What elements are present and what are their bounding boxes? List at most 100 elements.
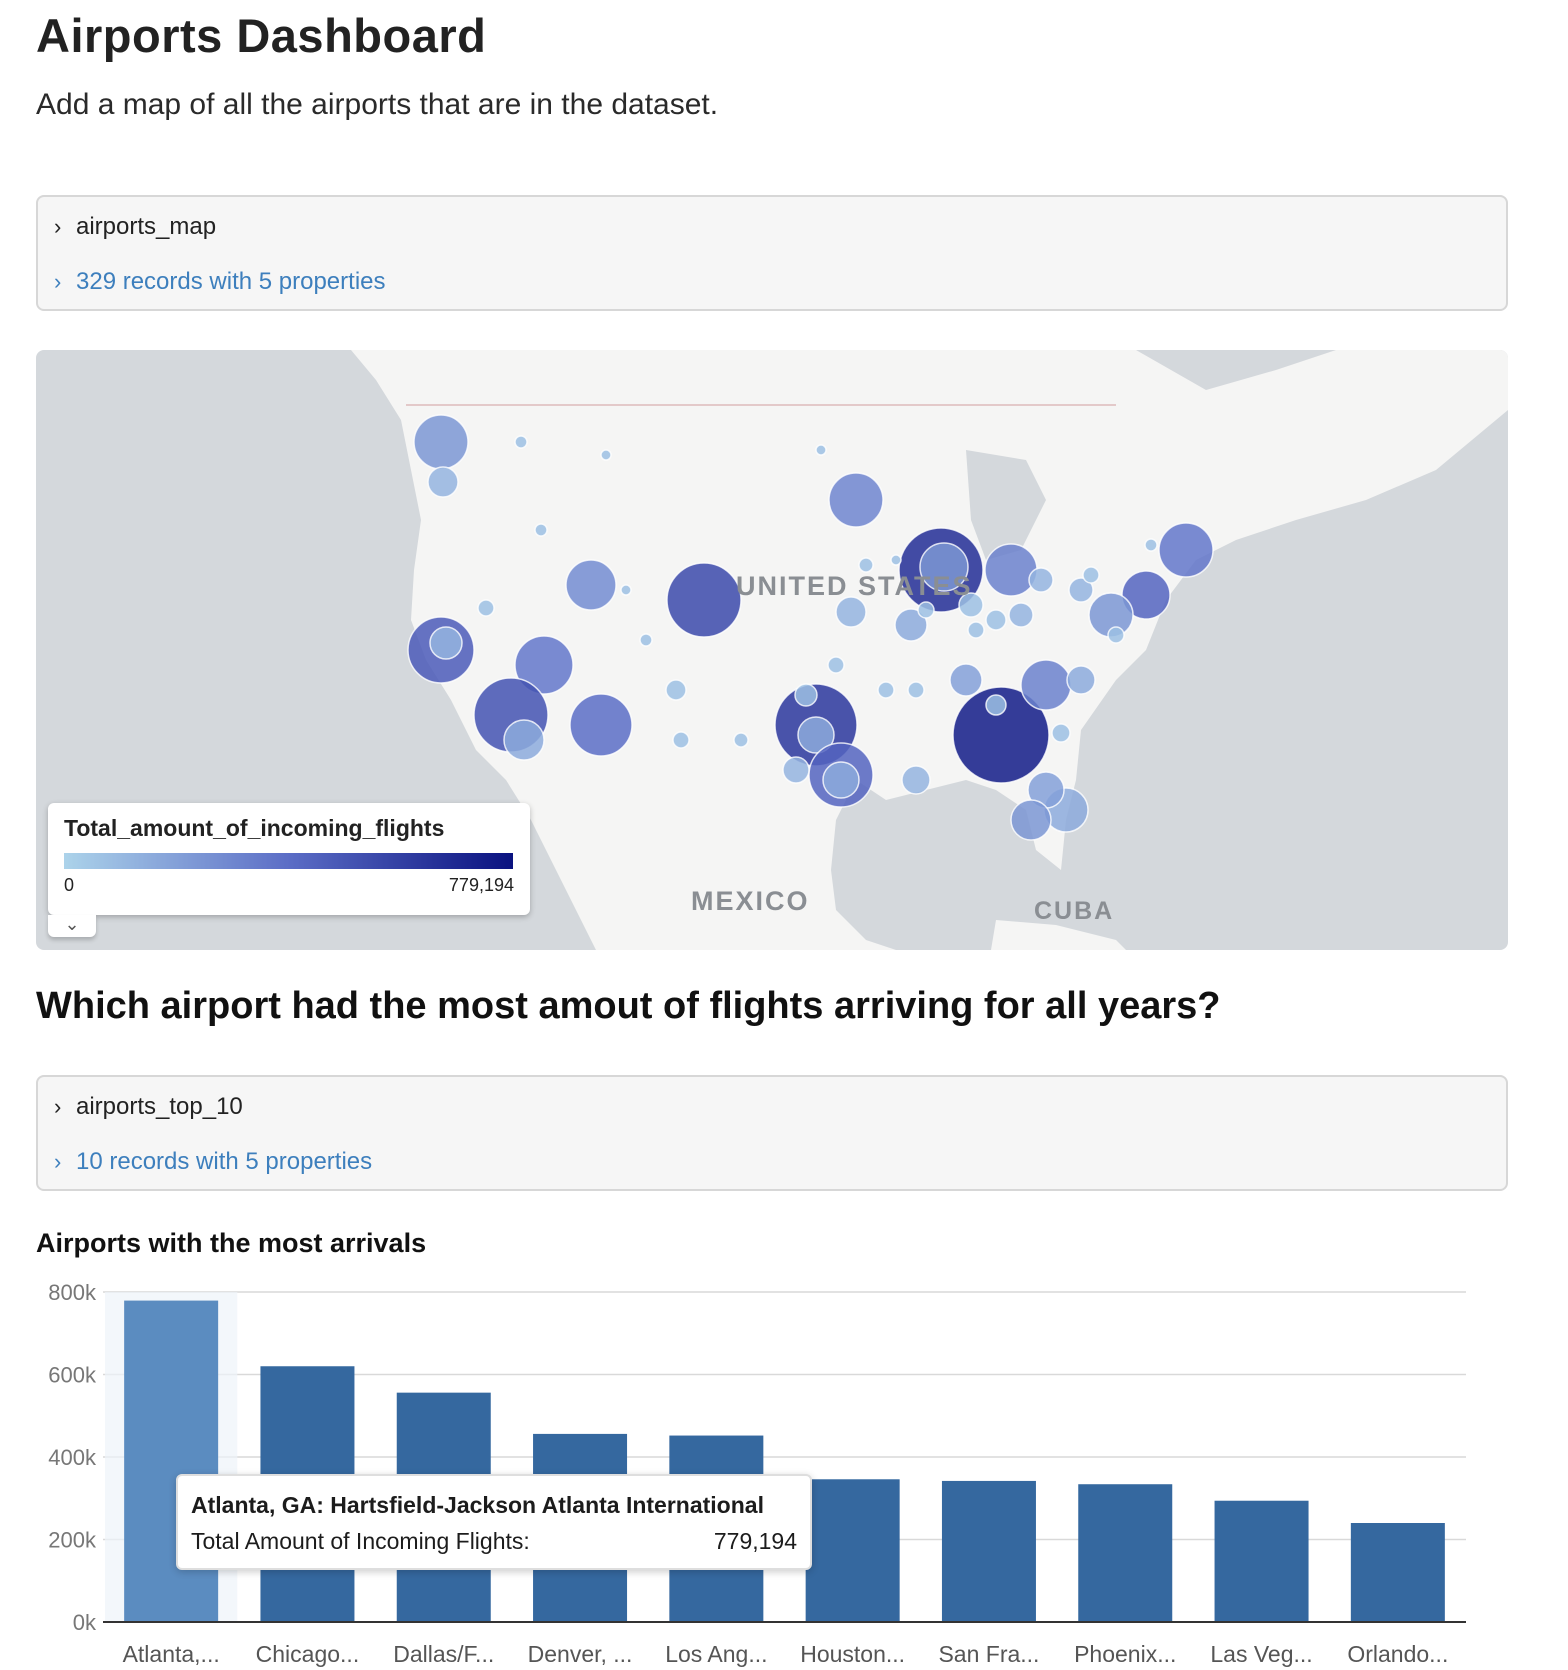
airport-bubble[interactable] <box>901 765 931 795</box>
airport-bubble[interactable] <box>534 523 548 537</box>
airport-bubble[interactable] <box>514 435 528 449</box>
label-mexico: MEXICO <box>691 886 810 916</box>
airport-bubble[interactable] <box>967 621 985 639</box>
cell-name-toggle[interactable]: › airports_map <box>54 213 216 241</box>
airport-bubble[interactable] <box>782 756 810 784</box>
airport-bubble[interactable] <box>639 633 653 647</box>
bar[interactable] <box>941 1480 1036 1622</box>
x-tick-label: San Fra... <box>938 1641 1039 1667</box>
airport-bubble[interactable] <box>858 557 874 573</box>
airport-bubble[interactable] <box>666 562 742 638</box>
airport-bubble[interactable] <box>565 559 617 611</box>
bar[interactable] <box>124 1300 219 1622</box>
airport-bubble[interactable] <box>477 599 495 617</box>
map-legend: Total_amount_of_incoming_flights 0 779,1… <box>48 803 530 915</box>
tooltip-label: Total Amount of Incoming Flights: <box>191 1528 530 1554</box>
airport-bubble[interactable] <box>815 444 827 456</box>
x-tick-label: Dallas/F... <box>393 1641 494 1667</box>
y-tick-label: 800k <box>48 1280 97 1305</box>
airport-bubble[interactable] <box>1144 538 1158 552</box>
airport-bubble[interactable] <box>919 542 969 592</box>
legend-title: Total_amount_of_incoming_flights <box>64 815 445 841</box>
airport-bubble[interactable] <box>794 683 818 707</box>
airport-bubble[interactable] <box>907 681 925 699</box>
legend-collapse-button[interactable]: ⌄ <box>48 915 96 937</box>
chevron-down-icon: ⌄ <box>64 914 80 934</box>
airport-bubble[interactable] <box>569 693 633 757</box>
airport-bubble[interactable] <box>828 472 884 528</box>
airport-bubble[interactable] <box>1068 577 1094 603</box>
airport-bubble[interactable] <box>413 414 469 470</box>
airport-bubble[interactable] <box>600 449 612 461</box>
airport-bubble[interactable] <box>894 608 928 642</box>
records-toggle[interactable]: › 329 records with 5 properties <box>54 268 386 296</box>
legend-min: 0 <box>64 875 75 895</box>
x-tick-label: Chicago... <box>256 1641 360 1667</box>
airport-bubble[interactable] <box>1028 567 1054 593</box>
cell-name-toggle[interactable]: › airports_top_10 <box>54 1093 243 1121</box>
airport-bubble[interactable] <box>985 609 1007 631</box>
x-tick-label: Phoenix... <box>1074 1641 1176 1667</box>
airport-bubble[interactable] <box>620 584 632 596</box>
legend-gradient <box>64 853 513 869</box>
cuba-land <box>991 920 1126 950</box>
x-tick-label: Houston... <box>800 1641 905 1667</box>
tooltip-airport-name: Atlanta, GA: Hartsfield-Jackson Atlanta … <box>191 1492 764 1518</box>
y-tick-label: 200k <box>48 1528 97 1553</box>
airport-bubble[interactable] <box>1051 723 1071 743</box>
airport-bubble[interactable] <box>1020 659 1072 711</box>
airport-bubble[interactable] <box>822 761 860 799</box>
y-tick-label: 400k <box>48 1445 97 1470</box>
airport-bubble[interactable] <box>1008 602 1034 628</box>
great-lakes <box>966 450 1046 560</box>
label-cuba: CUBA <box>1034 897 1115 925</box>
y-tick-label: 600k <box>48 1363 97 1388</box>
chevron-right-icon: › <box>54 269 62 294</box>
airport-bubble[interactable] <box>1158 522 1214 578</box>
airport-bubble[interactable] <box>835 596 867 628</box>
bar[interactable] <box>1214 1500 1309 1622</box>
airport-bubble[interactable] <box>877 681 895 699</box>
airport-bubble[interactable] <box>797 716 835 754</box>
airport-bubble[interactable] <box>1010 799 1052 841</box>
arrivals-bar-chart[interactable]: 0k 200k 400k 600k 800k Atlanta,... Chicago... D… <box>36 1270 1508 1670</box>
bar[interactable] <box>1350 1523 1445 1622</box>
records-toggle[interactable]: › 10 records with 5 properties <box>54 1148 372 1176</box>
airport-bubble[interactable] <box>1066 665 1096 695</box>
bar[interactable] <box>805 1479 900 1622</box>
x-tick-label: Denver, ... <box>528 1641 633 1667</box>
airport-bubble[interactable] <box>952 686 1050 784</box>
page-subtitle: Add a map of all the airports that are i… <box>36 88 719 121</box>
airport-bubble[interactable] <box>949 663 983 697</box>
x-tick-label: Las Veg... <box>1210 1641 1312 1667</box>
airport-bubble[interactable] <box>1107 626 1125 644</box>
airport-bubble[interactable] <box>665 679 687 701</box>
airport-bubbles[interactable] <box>407 414 1214 841</box>
airport-bubble[interactable] <box>958 592 984 618</box>
airport-bubble[interactable] <box>733 732 749 748</box>
page-title: Airports Dashboard <box>36 9 487 62</box>
airports-map[interactable]: UNITED STATES MEXICO CUBA Total_amount_o… <box>36 350 1508 950</box>
x-tick-label: Atlanta,... <box>123 1641 220 1667</box>
airport-bubble[interactable] <box>1082 566 1100 584</box>
tooltip-value: 779,194 <box>713 1528 797 1554</box>
chevron-right-icon: › <box>54 214 62 239</box>
question-heading: Which airport had the most amout of flig… <box>36 985 1221 1027</box>
chevron-right-icon: › <box>54 1149 62 1174</box>
map-canvas[interactable] <box>36 350 1508 950</box>
airport-bubble[interactable] <box>917 601 935 619</box>
airport-bubble[interactable] <box>890 554 902 566</box>
airport-bubble[interactable] <box>672 731 690 749</box>
airport-bubble[interactable] <box>985 694 1007 716</box>
airport-bubble[interactable] <box>827 656 845 674</box>
airport-bubble[interactable] <box>503 719 545 761</box>
x-tick-label: Orlando... <box>1347 1641 1448 1667</box>
bar[interactable] <box>1078 1484 1173 1622</box>
cell-name: airports_top_10 <box>76 1093 243 1120</box>
airport-bubble[interactable] <box>429 626 463 660</box>
airport-bubble[interactable] <box>514 635 574 695</box>
airport-bubble[interactable] <box>984 543 1038 597</box>
airport-bubble[interactable] <box>427 466 459 498</box>
bar-tooltip: Atlanta, GA: Hartsfield-Jackson Atlanta … <box>176 1474 812 1570</box>
airport-bubble[interactable] <box>1121 570 1171 620</box>
